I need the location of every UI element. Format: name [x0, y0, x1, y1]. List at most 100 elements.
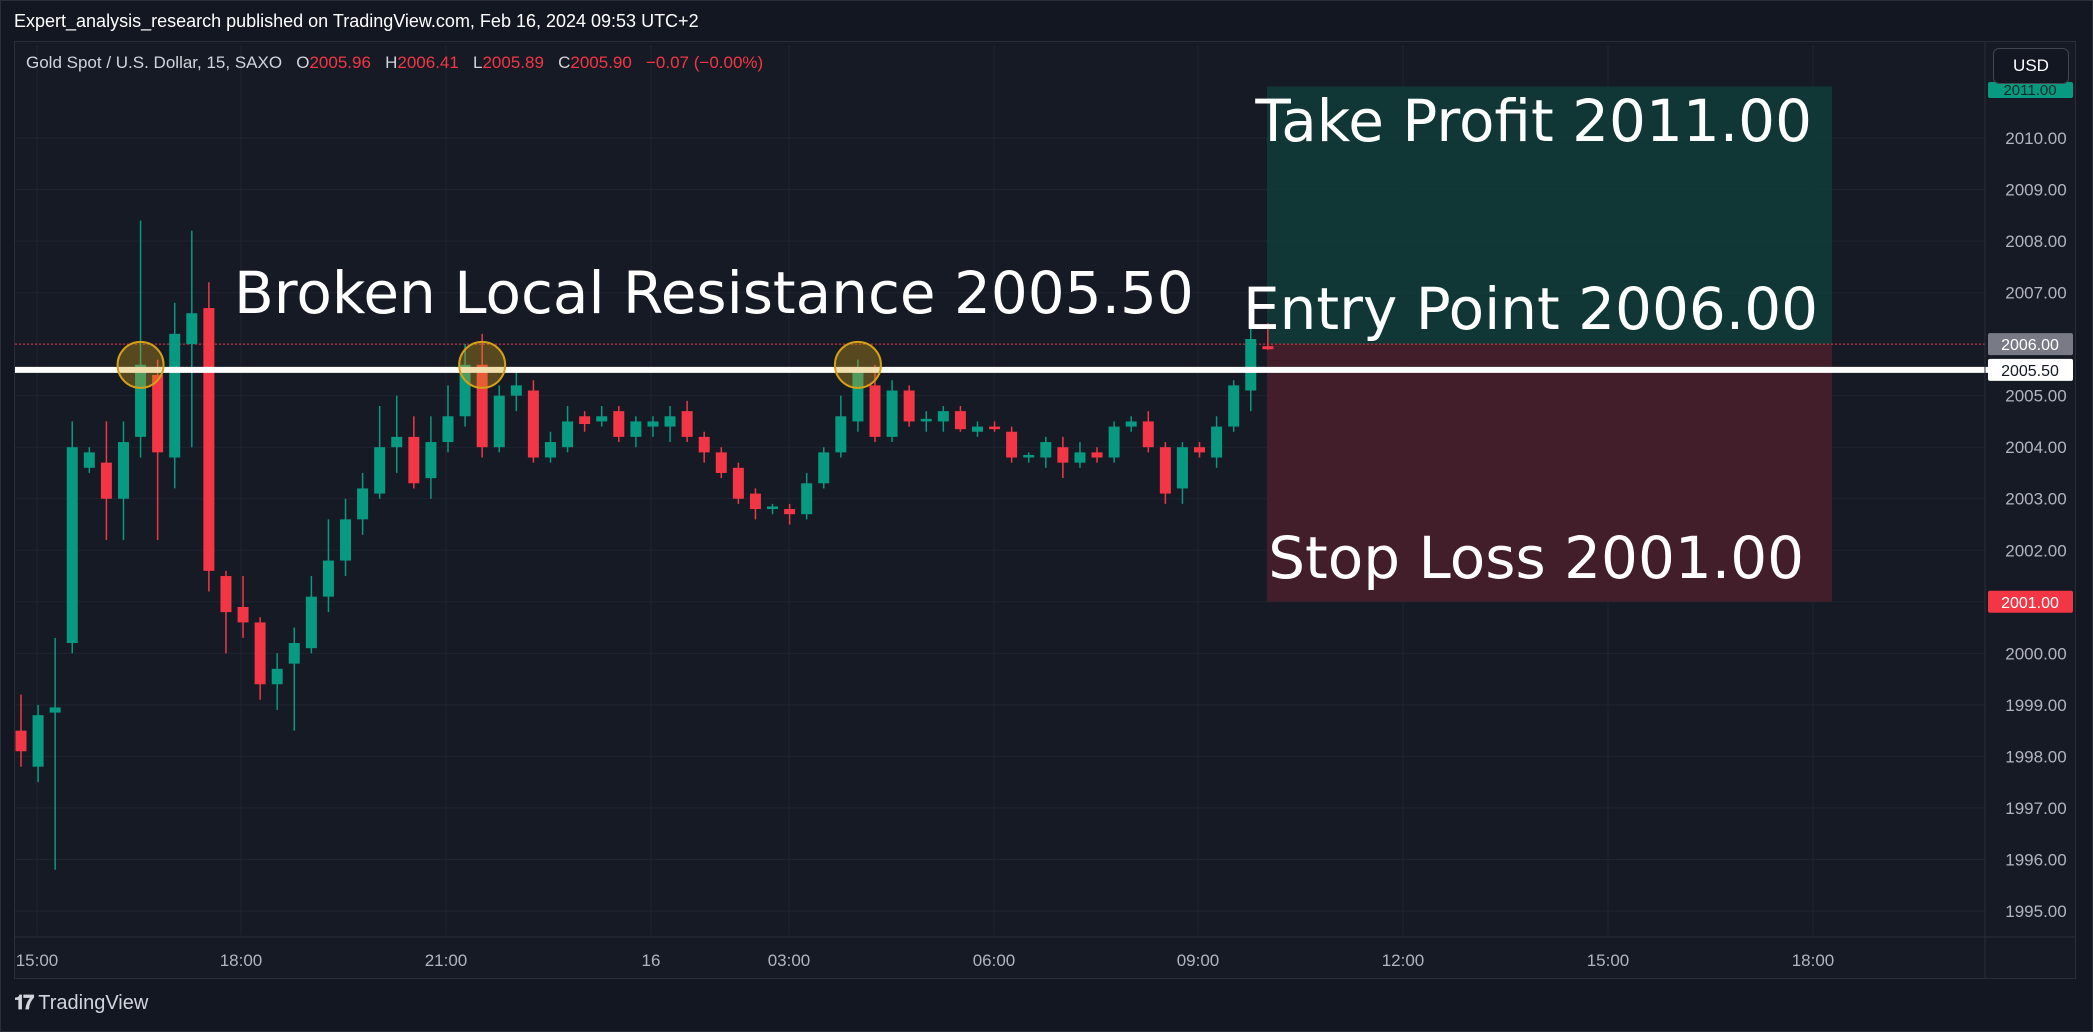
price-tick-label: 2002.00	[2005, 541, 2066, 560]
candle-body	[749, 493, 761, 510]
publisher-caption: Expert_analysis_research published on Tr…	[14, 11, 699, 31]
price-tick-label: 2009.00	[2005, 181, 2066, 200]
tradingview-logo[interactable]: 𝟏𝟕 TradingView	[14, 992, 148, 1015]
candle-body	[767, 506, 779, 510]
candle-body	[647, 421, 659, 427]
candle-body	[66, 447, 78, 644]
price-tick-label: 1998.00	[2005, 747, 2066, 766]
candle-body	[1228, 385, 1240, 427]
candle-body	[340, 519, 352, 561]
candle-body	[920, 418, 932, 422]
close-value: 2005.90	[570, 53, 632, 72]
currency-button[interactable]: USD	[1993, 48, 2069, 84]
candle-body	[989, 426, 1001, 430]
candle-body	[203, 308, 215, 571]
time-tick-label: 09:00	[1177, 951, 1220, 970]
price-tick-label: 2000.00	[2005, 644, 2066, 663]
tradingview-brand: TradingView	[38, 992, 149, 1014]
candle-body	[1159, 447, 1171, 494]
time-tick-label: 18:00	[1792, 951, 1835, 970]
time-tick-label: 15:00	[16, 951, 59, 970]
candle-body	[100, 462, 112, 499]
candle-body	[32, 715, 44, 767]
take-profit-axis-badge: 2011.00	[2003, 82, 2056, 99]
candle-body	[49, 707, 61, 713]
candle-body	[220, 576, 232, 613]
time-tick-label: 12:00	[1382, 951, 1425, 970]
candle-body	[1142, 421, 1154, 448]
candle-body	[1091, 452, 1103, 458]
symbol-info-bar: Gold Spot / U.S. Dollar, 15, SAXO O2005.…	[26, 53, 763, 73]
candle-body	[237, 606, 249, 623]
candle-body	[1262, 346, 1274, 350]
candle-body	[1211, 426, 1223, 458]
candle-body	[801, 483, 813, 515]
open-label: O	[296, 53, 310, 72]
close-label: C	[558, 53, 571, 72]
touch-marker-circle	[458, 340, 507, 389]
candle-body	[784, 509, 796, 515]
candle-body	[954, 411, 966, 430]
price-tick-label: 2008.00	[2005, 232, 2066, 251]
resistance-annotation: Broken Local Resistance 2005.50	[234, 259, 1194, 327]
candle-body	[596, 416, 608, 422]
candle-body	[83, 452, 95, 468]
resistance-axis-badge-bg	[1988, 358, 2073, 381]
price-tick-label: 1995.00	[2005, 902, 2066, 921]
candle-body	[493, 395, 505, 448]
candle-body	[852, 369, 864, 422]
candle-body	[357, 488, 369, 520]
time-tick-label: 06:00	[973, 951, 1016, 970]
candle-body	[152, 375, 164, 453]
candle-body	[510, 385, 522, 396]
candle-body	[1057, 447, 1069, 463]
high-value: 2006.41	[397, 53, 459, 72]
change-value: −0.07 (−0.00%)	[646, 53, 764, 72]
entry-point-annotation: Entry Point 2006.00	[1243, 275, 1818, 343]
time-tick-label: 18:00	[220, 951, 263, 970]
touch-marker-circle	[116, 340, 165, 389]
time-tick-label: 21:00	[425, 951, 468, 970]
candle-body	[544, 442, 556, 458]
stop-loss-annotation: Stop Loss 2001.00	[1268, 524, 1804, 592]
candle-body	[869, 385, 881, 437]
candle-body	[254, 622, 266, 685]
time-tick-label: 16	[642, 951, 661, 970]
touch-marker-circle	[833, 340, 882, 389]
candle-body	[1245, 338, 1257, 391]
take-profit-zone	[1267, 86, 1832, 345]
candle-body	[1040, 442, 1052, 458]
candle-body	[698, 436, 710, 453]
candle-body	[664, 416, 676, 427]
candle-body	[169, 333, 181, 458]
price-tick-label: 2007.00	[2005, 284, 2066, 303]
candle-body	[613, 411, 625, 437]
low-label: L	[473, 53, 483, 72]
candle-body	[835, 416, 847, 453]
candle-body	[15, 730, 27, 752]
entry-axis-badge-bg	[1988, 333, 2073, 356]
candle-body	[288, 643, 300, 664]
candle-body	[971, 426, 983, 432]
candle-body	[527, 390, 539, 458]
time-tick-label: 03:00	[768, 951, 811, 970]
price-tick-label: 2004.00	[2005, 438, 2066, 457]
price-tick-label: 2005.00	[2005, 387, 2066, 406]
open-value: 2005.96	[309, 53, 371, 72]
candle-body	[305, 596, 317, 649]
candle-body	[886, 390, 898, 437]
candle-body	[579, 416, 591, 425]
tradingview-icon: 𝟏𝟕	[14, 992, 34, 1014]
candle-body	[117, 442, 129, 499]
candle-body	[681, 411, 693, 437]
candle-body	[135, 364, 147, 437]
price-tick-label: 2010.00	[2005, 129, 2066, 148]
take-profit-axis-badge-bg	[1988, 82, 2073, 98]
candle-body	[1125, 421, 1137, 427]
candle-body	[1176, 447, 1188, 489]
stop-loss-axis-badge: 2001.00	[2001, 595, 2059, 612]
candle-body	[459, 364, 471, 417]
price-tick-label: 2003.00	[2005, 490, 2066, 509]
time-tick-label: 15:00	[1587, 951, 1630, 970]
